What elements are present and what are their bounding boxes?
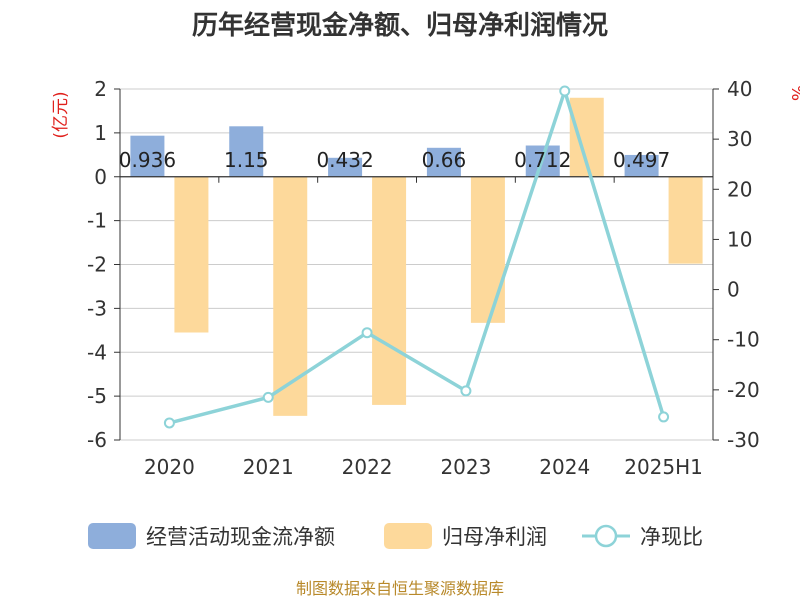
ratio-point — [559, 85, 571, 97]
cashflow-bar — [229, 126, 264, 177]
grid-lines — [120, 88, 713, 441]
right-tick-label: -20 — [727, 378, 760, 402]
right-tick-label: -10 — [727, 328, 760, 352]
left-tick-label: -1 — [87, 209, 107, 233]
left-axis-unit: (亿元) — [51, 91, 71, 138]
right-tick-label: 30 — [727, 127, 752, 151]
cashflow-bar — [328, 157, 363, 177]
left-tick-label: 2 — [94, 77, 107, 101]
profit-bar — [668, 176, 703, 264]
left-tick-label: 0 — [94, 165, 107, 189]
legend-marker — [594, 524, 618, 548]
left-tick-label: -5 — [87, 384, 107, 408]
cashflow-value-label: 0.712 — [514, 148, 571, 172]
legend-label: 归母净利润 — [442, 525, 547, 549]
left-tick-label: -2 — [87, 253, 107, 277]
right-axis-unit: % — [787, 85, 800, 101]
profit-bar — [174, 176, 209, 333]
legend-swatch — [384, 523, 432, 549]
profit-bar — [470, 176, 505, 323]
profit-bar — [273, 176, 308, 416]
category-label: 2020 — [144, 455, 195, 479]
right-tick-label: -30 — [727, 428, 760, 452]
right-tick-label: 0 — [727, 278, 740, 302]
chart-title: 历年经营现金净额、归母净利润情况 — [192, 10, 608, 41]
cashflow-value-label: 0.497 — [613, 148, 670, 172]
right-tick-label: 20 — [727, 177, 752, 201]
legend-label: 经营活动现金流净额 — [146, 525, 335, 549]
category-label: 2024 — [539, 455, 590, 479]
profit-bar — [372, 176, 407, 405]
left-tick-label: -3 — [87, 296, 107, 320]
cashflow-value-label: 0.936 — [119, 148, 176, 172]
ratio-point — [658, 411, 670, 423]
ratio-line-path — [168, 89, 666, 425]
legend: 经营活动现金流净额 归母净利润 净现比 — [88, 523, 703, 549]
source-note: 制图数据来自恒生聚源数据库 — [296, 579, 504, 598]
cashflow-value-label: 0.432 — [316, 148, 373, 172]
category-label: 2023 — [440, 455, 491, 479]
cashflow-value-label: 0.66 — [422, 148, 467, 172]
cashflow-value-label: 1.15 — [224, 148, 269, 172]
legend-swatch — [88, 523, 136, 549]
cashflow-bar — [130, 135, 165, 177]
left-tick-label: -6 — [87, 428, 107, 452]
right-tick-label: 40 — [727, 77, 752, 101]
right-tick-label: 10 — [727, 227, 752, 251]
ratio-point — [262, 391, 274, 403]
cashflow-bar — [624, 154, 659, 177]
category-label: 2025H1 — [624, 455, 703, 479]
ratio-point — [163, 417, 175, 429]
ratio-point — [460, 385, 472, 397]
left-tick-label: 1 — [94, 121, 107, 145]
ratio-point — [361, 327, 373, 339]
data-labels: 0.936 1.15 0.432 0.66 0.712 0.497 — [119, 148, 670, 172]
left-tick-label: -4 — [87, 340, 107, 364]
legend-label: 净现比 — [640, 525, 703, 549]
ratio-line — [163, 85, 670, 429]
category-label: 2022 — [342, 455, 393, 479]
cashflow-bar — [426, 147, 461, 177]
category-label: 2021 — [243, 455, 294, 479]
bars — [130, 97, 703, 416]
